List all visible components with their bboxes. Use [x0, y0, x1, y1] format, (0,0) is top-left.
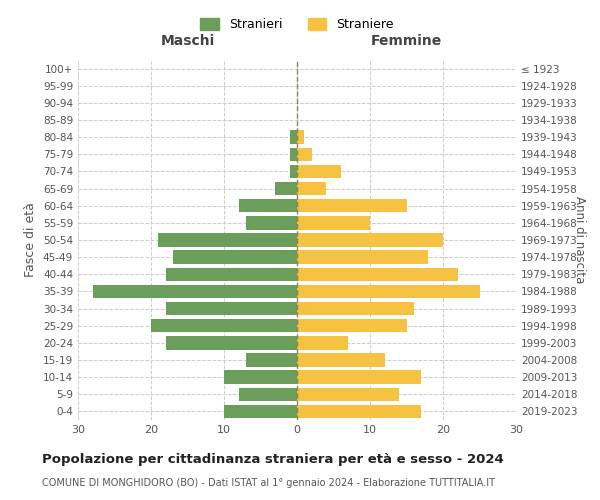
- Text: COMUNE DI MONGHIDORO (BO) - Dati ISTAT al 1° gennaio 2024 - Elaborazione TUTTITA: COMUNE DI MONGHIDORO (BO) - Dati ISTAT a…: [42, 478, 495, 488]
- Bar: [297, 164, 341, 178]
- Legend: Stranieri, Straniere: Stranieri, Straniere: [195, 13, 399, 36]
- Bar: [275, 182, 297, 196]
- Bar: [297, 354, 385, 366]
- Bar: [224, 370, 297, 384]
- Bar: [297, 370, 421, 384]
- Bar: [297, 148, 311, 161]
- Bar: [297, 388, 399, 401]
- Bar: [297, 250, 428, 264]
- Bar: [297, 216, 370, 230]
- Bar: [246, 354, 297, 366]
- Bar: [297, 234, 443, 246]
- Y-axis label: Fasce di età: Fasce di età: [25, 202, 37, 278]
- Bar: [297, 284, 479, 298]
- Bar: [158, 234, 297, 246]
- Bar: [290, 164, 297, 178]
- Bar: [297, 319, 407, 332]
- Bar: [297, 404, 421, 418]
- Bar: [297, 182, 326, 196]
- Bar: [224, 404, 297, 418]
- Bar: [151, 319, 297, 332]
- Bar: [173, 250, 297, 264]
- Bar: [297, 336, 348, 349]
- Bar: [166, 302, 297, 316]
- Bar: [290, 130, 297, 144]
- Bar: [166, 268, 297, 281]
- Bar: [297, 130, 304, 144]
- Text: Maschi: Maschi: [160, 34, 215, 48]
- Bar: [166, 336, 297, 349]
- Bar: [297, 199, 407, 212]
- Bar: [290, 148, 297, 161]
- Bar: [239, 388, 297, 401]
- Bar: [297, 268, 458, 281]
- Y-axis label: Anni di nascita: Anni di nascita: [573, 196, 586, 284]
- Bar: [239, 199, 297, 212]
- Text: Popolazione per cittadinanza straniera per età e sesso - 2024: Popolazione per cittadinanza straniera p…: [42, 452, 504, 466]
- Bar: [92, 284, 297, 298]
- Bar: [297, 302, 414, 316]
- Bar: [246, 216, 297, 230]
- Text: Femmine: Femmine: [371, 34, 442, 48]
